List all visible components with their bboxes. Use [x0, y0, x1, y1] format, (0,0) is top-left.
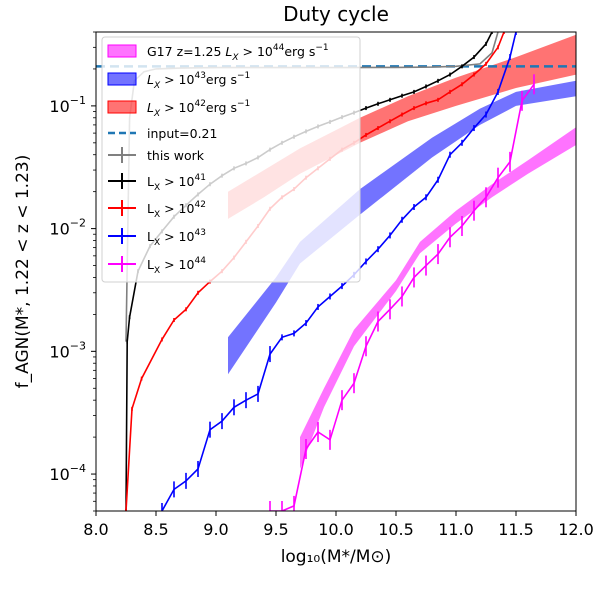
y-tick-label: 10−1 [49, 94, 86, 116]
y-tick-label: 10−4 [49, 462, 86, 484]
legend: G17 z=1.25 LX > 1044erg s−1 LX > 1043erg … [101, 36, 361, 283]
legend-label: input=0.21 [147, 126, 217, 141]
legend-label: this work [147, 148, 205, 163]
legend-entry-7: LX > 1043 [108, 228, 206, 248]
x-axis-label: log₁₀(M*/M⊙) [281, 547, 392, 567]
legend-entry-0: G17 z=1.25 LX > 1044erg s−1 [107, 43, 329, 63]
x-tick-label: 9.5 [263, 520, 288, 539]
band-0 [300, 127, 576, 469]
y-tick-label: 10−3 [49, 339, 86, 361]
band-2 [228, 34, 576, 219]
x-tick-label: 10.0 [318, 520, 354, 539]
legend-label: LX > 1043erg s−1 [147, 71, 250, 91]
legend-entry-8: LX > 1044 [108, 256, 206, 276]
legend-entry-1: LX > 1043erg s−1 [107, 71, 250, 91]
legend-label: LX > 1044 [147, 256, 206, 276]
axes: 8.0 8.5 9.0 9.5 10.0 10.5 11.0 11.5 12.0 10−4 10−3… [49, 31, 594, 539]
legend-swatch [107, 72, 137, 86]
chart-title: Duty cycle [283, 2, 389, 26]
legend-label: LX > 1042erg s−1 [147, 99, 250, 119]
series-4 [269, 74, 535, 511]
x-tick-label: 10.5 [378, 520, 414, 539]
legend-label: LX > 1043 [147, 228, 206, 248]
x-tick-label: 8.0 [83, 520, 108, 539]
legend-entry-2: LX > 1042erg s−1 [107, 99, 250, 119]
series-3 [161, 32, 517, 511]
legend-label: G17 z=1.25 LX > 1044erg s−1 [147, 43, 329, 63]
legend-entry-5: LX > 1041 [108, 173, 206, 193]
x-tick-label: 8.5 [143, 520, 168, 539]
x-tick-label: 12.0 [558, 520, 594, 539]
y-tick-label: 10−2 [49, 217, 86, 239]
legend-swatch [107, 44, 137, 58]
x-tick-label: 9.0 [203, 520, 228, 539]
legend-entry-4: this work [108, 147, 205, 163]
legend-entry-6: LX > 1042 [108, 200, 206, 220]
legend-entry-3: input=0.21 [108, 126, 217, 141]
legend-label: LX > 1042 [147, 200, 206, 220]
x-tick-label: 11.0 [438, 520, 474, 539]
legend-box [101, 36, 361, 283]
legend-swatch [107, 100, 137, 114]
axis-labels: log₁₀(M*/M⊙) f_AGN(M*, 1.22 < z < 1.23) [13, 155, 391, 567]
x-tick-label: 11.5 [498, 520, 534, 539]
y-axis-label: f_AGN(M*, 1.22 < z < 1.23) [13, 155, 33, 389]
legend-label: LX > 1041 [147, 173, 206, 193]
